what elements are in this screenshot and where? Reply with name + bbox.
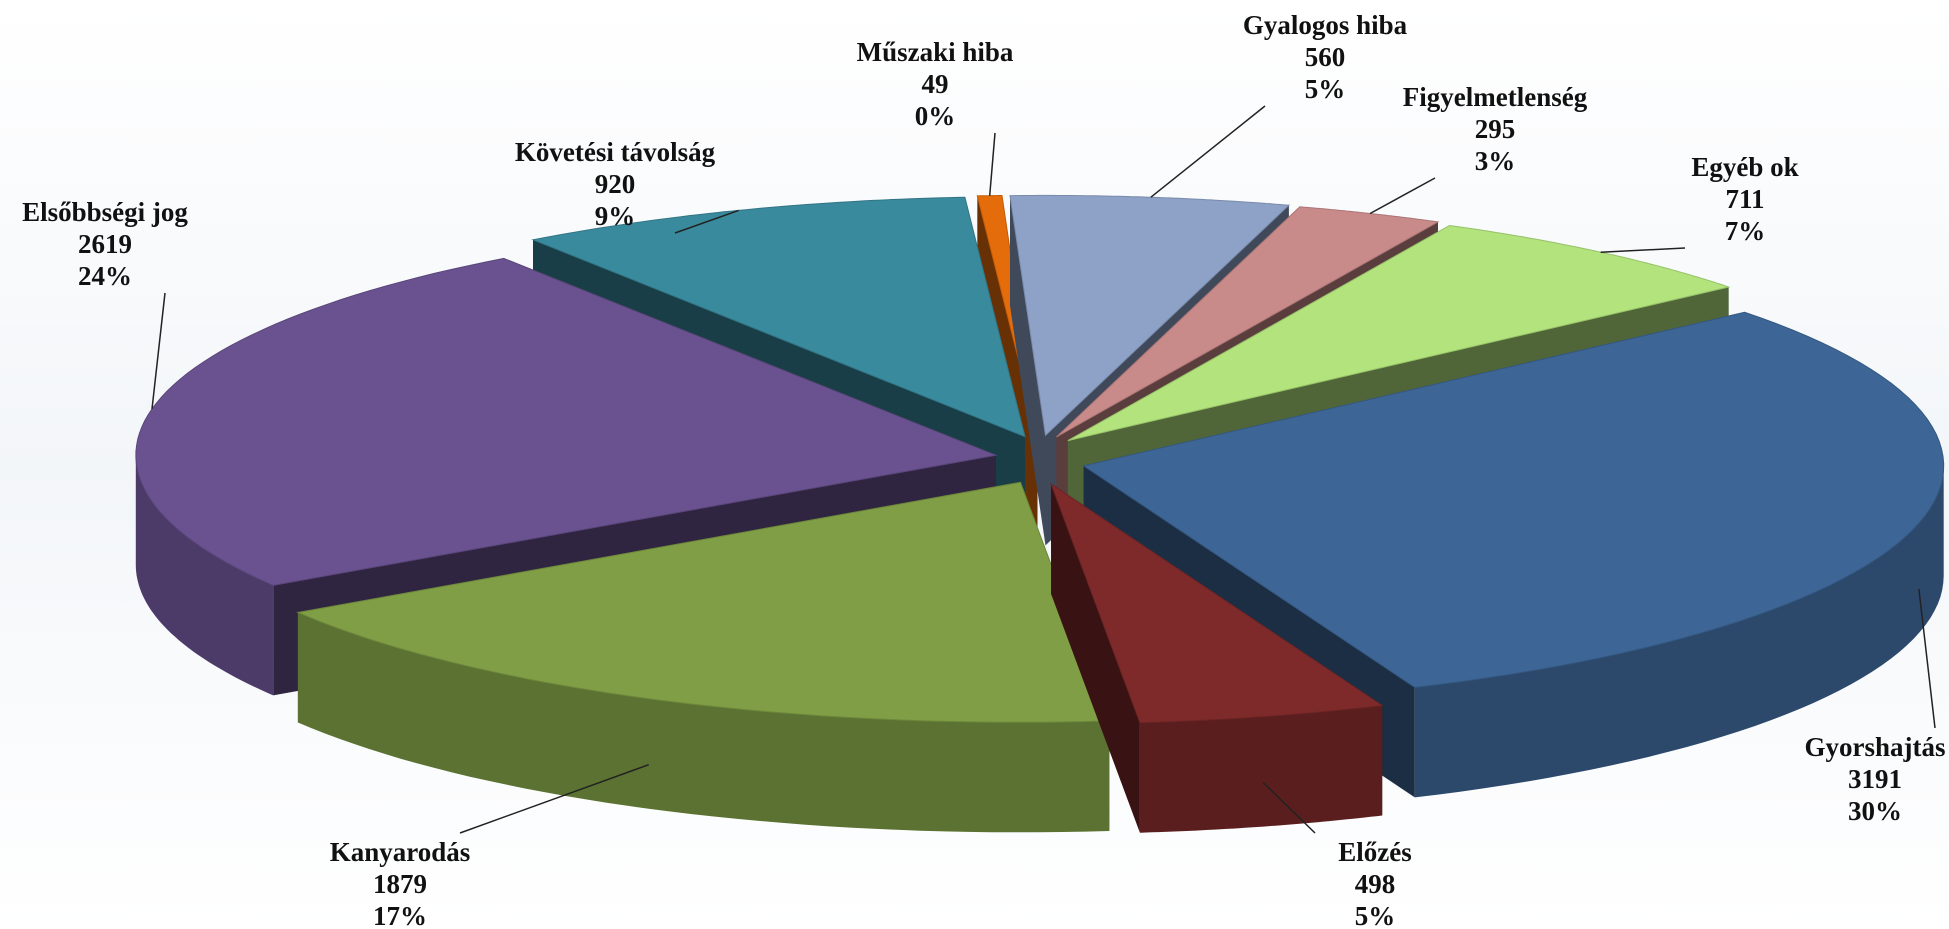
slice-percent: 9%	[595, 201, 636, 231]
pie-slice	[1050, 482, 1384, 833]
slice-value: 920	[595, 169, 636, 199]
slice-top	[1050, 482, 1384, 724]
pie-slice	[296, 481, 1111, 833]
slice-percent: 24%	[78, 261, 132, 291]
slice-label: Gyalogos hiba	[1243, 10, 1408, 40]
slice-value: 3191	[1848, 764, 1902, 794]
slice-label: Követési távolság	[515, 137, 716, 167]
slice-value: 560	[1305, 42, 1346, 72]
slice-side	[135, 455, 274, 696]
slice-percent: 5%	[1355, 901, 1396, 929]
slice-side	[1139, 705, 1383, 833]
leader-line	[1150, 105, 1266, 198]
slice-top	[296, 481, 1111, 723]
slice-value: 498	[1355, 869, 1396, 899]
slice-percent: 7%	[1725, 216, 1766, 246]
leader-line	[459, 763, 649, 834]
leader-line	[1369, 177, 1436, 215]
slice-percent: 30%	[1848, 796, 1902, 826]
leader-line	[988, 132, 996, 196]
slice-value: 1879	[373, 869, 427, 899]
slice-cut-face	[1010, 195, 1046, 546]
slice-label: Műszaki hiba	[857, 37, 1014, 67]
slice-label: Elsőbbségi jog	[22, 197, 188, 227]
leader-line	[1600, 247, 1686, 253]
slice-label: Kanyarodás	[330, 837, 471, 867]
slice-value: 711	[1725, 184, 1764, 214]
slice-label: Egyéb ok	[1691, 152, 1798, 182]
leader-line	[1262, 782, 1316, 834]
slice-value: 2619	[78, 229, 132, 259]
leader-line	[1918, 589, 1936, 729]
slice-percent: 3%	[1475, 146, 1516, 176]
slice-side	[297, 612, 1110, 833]
slice-percent: 17%	[373, 901, 427, 929]
slice-value: 49	[922, 69, 949, 99]
slice-percent: 5%	[1305, 74, 1346, 104]
slice-percent: 0%	[915, 101, 956, 131]
slice-side	[1414, 465, 1944, 798]
slice-label: Előzés	[1338, 837, 1412, 867]
slice-label: Gyorshajtás	[1805, 732, 1946, 762]
slice-value: 295	[1475, 114, 1516, 144]
leader-line	[674, 209, 739, 234]
leader-line	[151, 292, 166, 409]
slice-label: Figyelmetlenség	[1403, 82, 1588, 112]
slice-cut-face	[1051, 484, 1140, 833]
slice-top	[1082, 311, 1945, 688]
